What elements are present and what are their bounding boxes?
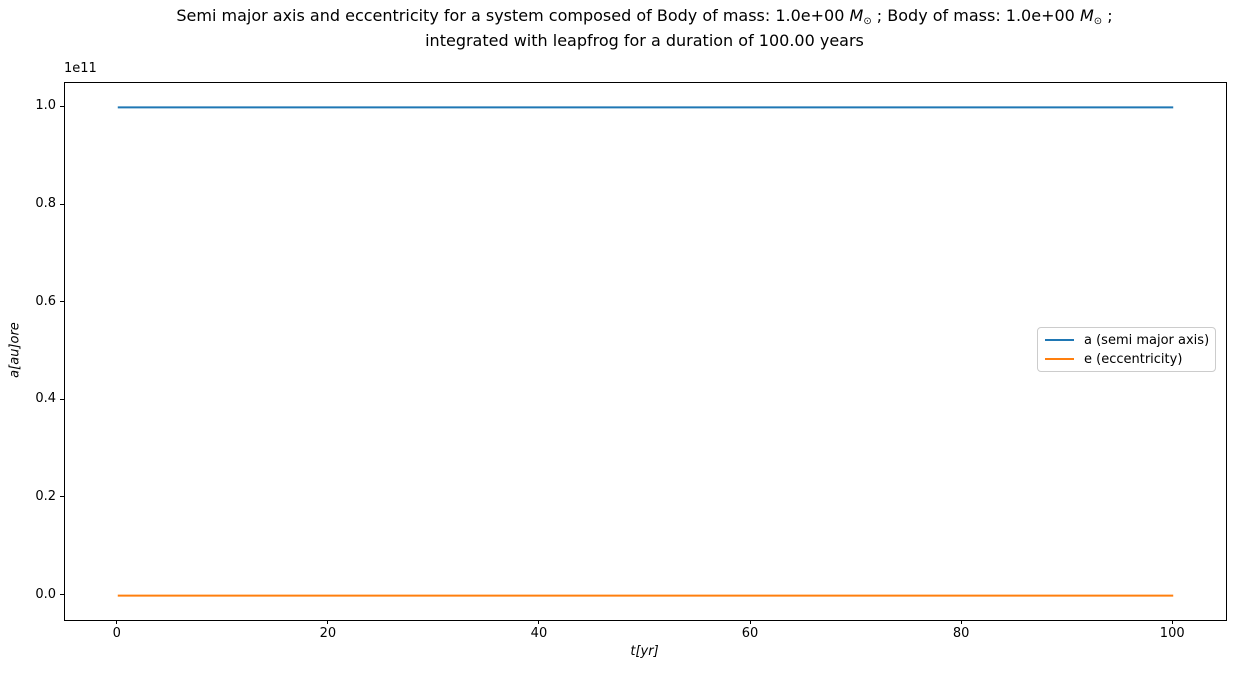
y-tick-mark: [60, 105, 64, 107]
x-tick-label: 40: [530, 626, 548, 641]
y-tick-mark: [60, 496, 64, 498]
x-tick-label: 20: [319, 626, 337, 641]
chart-title-line1: Semi major axis and eccentricity for a s…: [64, 6, 1225, 31]
chart-title: Semi major axis and eccentricity for a s…: [64, 6, 1225, 50]
legend-line-swatch-a: [1045, 339, 1074, 341]
x-tick-mark: [116, 620, 118, 624]
plot-lines: [117, 106, 1174, 597]
x-tick-label: 100: [1159, 626, 1185, 641]
legend-label-e: e (eccentricity): [1084, 351, 1183, 367]
x-tick-mark: [538, 620, 540, 624]
y-tick-label: 1.0: [35, 98, 56, 114]
x-axis-label: t[yr]: [630, 644, 659, 659]
y-tick-mark: [60, 301, 64, 303]
y-tick-label: 0.2: [35, 488, 56, 504]
x-tick-mark: [327, 620, 329, 624]
y-tick-mark: [60, 398, 64, 400]
y-tick-label: 0.4: [35, 391, 56, 407]
legend-item-a: a (semi major axis): [1045, 332, 1210, 348]
x-tick-mark: [1171, 620, 1173, 624]
mass-symbol: M: [1079, 6, 1094, 25]
y-tick-label: 0.0: [35, 586, 56, 602]
legend-item-e: e (eccentricity): [1045, 352, 1208, 367]
x-tick-mark: [960, 620, 962, 624]
mass-symbol: M: [849, 6, 864, 25]
title-text: ;: [1102, 6, 1113, 25]
plot-area: [64, 82, 1227, 621]
legend-label-a: a (semi major axis): [1084, 332, 1210, 348]
sun-symbol: ⊙: [863, 16, 872, 27]
y-tick-label: 0.6: [35, 293, 56, 309]
legend: a (semi major axis) e (eccentricity): [1037, 327, 1216, 372]
y-tick-mark: [60, 203, 64, 205]
x-tick-label: 0: [112, 626, 121, 641]
chart-title-line2: integrated with leapfrog for a duration …: [425, 31, 864, 50]
title-text: Semi major axis and eccentricity for a s…: [176, 6, 850, 25]
x-tick-label: 80: [952, 626, 970, 641]
y-tick-label: 0.8: [35, 196, 56, 212]
y-axis-offset-label: 1e11: [64, 61, 97, 76]
legend-line-swatch-e: [1045, 358, 1074, 360]
sun-symbol: ⊙: [1093, 16, 1103, 27]
y-axis-label: a[au]ore: [7, 322, 23, 378]
y-tick-mark: [60, 594, 64, 596]
x-tick-mark: [749, 620, 751, 624]
title-text: ; Body of mass: 1.0e+00: [871, 6, 1080, 25]
x-tick-label: 60: [741, 626, 759, 641]
